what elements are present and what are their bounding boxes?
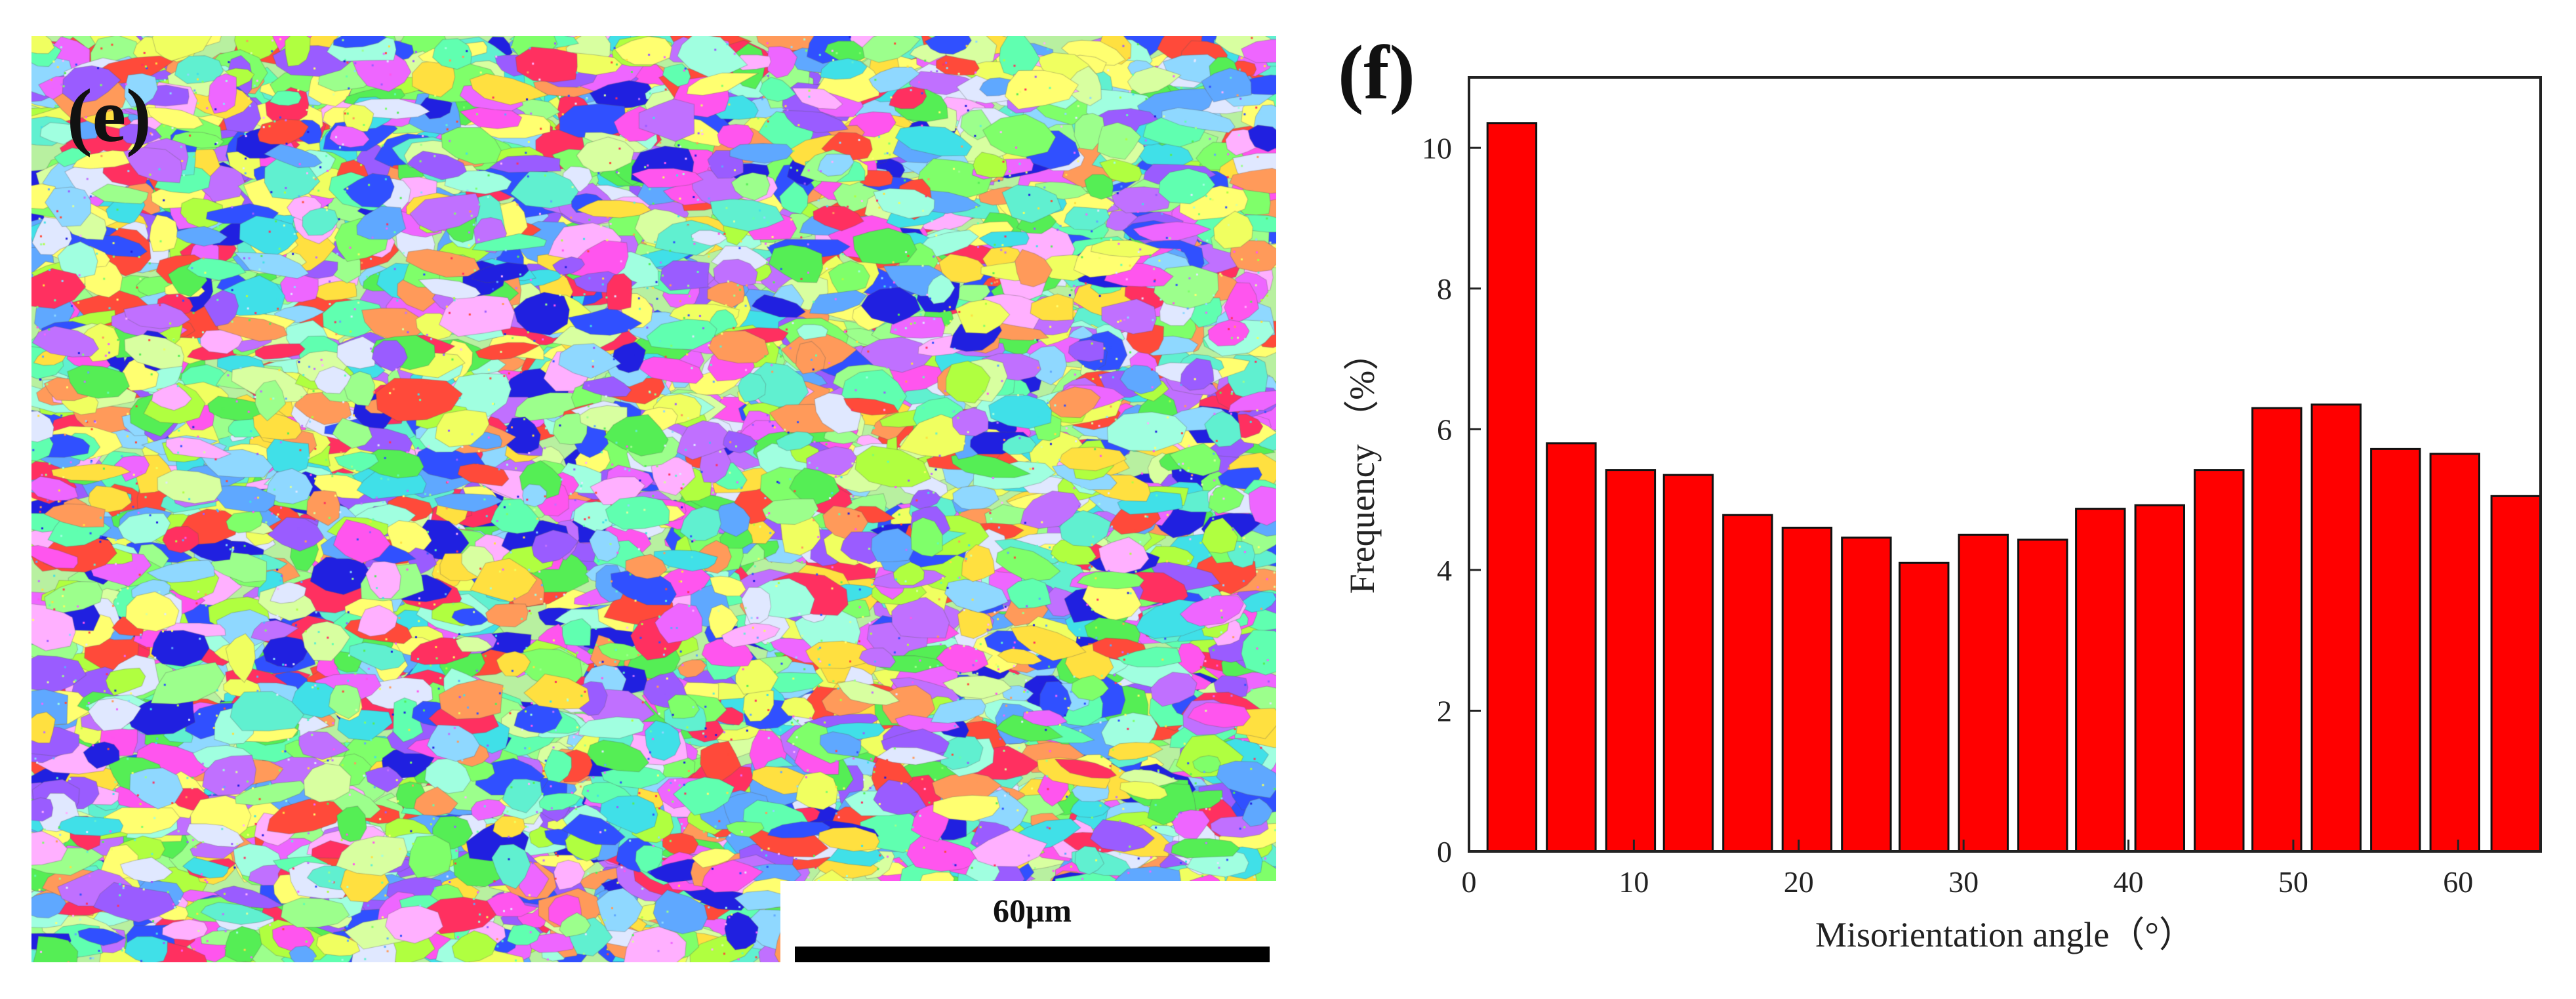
bar-10 [2075,508,2126,853]
x-tick-label-30: 30 [1948,865,1979,899]
bar-14 [2310,403,2362,853]
x-tick-label-50: 50 [2278,865,2308,899]
bar-5 [1781,527,1833,853]
x-axis-title: Misorientation angle（°） [1815,915,2194,954]
plot-frame [1468,76,2542,853]
scale-bar-box: 60μm [780,881,1276,962]
bar-6 [1841,537,1892,853]
bar-1 [1546,442,1597,853]
scale-bar [795,947,1270,962]
x-tick-label-40: 40 [2114,865,2144,899]
panel-label-e: (e) [67,74,151,158]
bar-9 [2017,539,2068,853]
grain-orientation-image [31,36,1276,962]
bar-12 [2194,469,2245,853]
bar-11 [2134,504,2185,853]
bar-0 [1486,122,1538,853]
x-tick-label-60: 60 [2443,865,2473,899]
bar-3 [1662,474,1714,853]
bar-13 [2251,407,2303,853]
y-tick-label-6: 6 [1437,413,1452,446]
bar-17 [2490,495,2541,853]
panel-label-f: (f) [1338,30,1415,115]
x-tick-label-10: 10 [1619,865,1649,899]
misorientation-histogram: (f) 0 10 20 30 40 50 60 0 2 4 6 8 10 Frequency （%） M… [1338,30,2542,954]
bar-15 [2370,447,2421,853]
axis-ticks: 0 10 20 30 40 50 60 0 2 4 6 8 10 [1422,131,2473,899]
bar-16 [2429,453,2480,853]
x-tick-label-0: 0 [1462,865,1477,899]
y-tick-label-10: 10 [1422,131,1452,165]
y-axis-title: Frequency （%） [1342,335,1382,594]
y-tick-label-0: 0 [1437,835,1452,868]
y-tick-label-2: 2 [1437,694,1452,727]
y-tick-label-8: 8 [1437,272,1452,306]
bar-7 [1899,561,1950,853]
bar-4 [1722,514,1773,853]
bar-8 [1958,533,2009,853]
bars [1486,122,2541,853]
ebsd-orientation-map: (e) 60μm [31,36,1276,962]
scale-bar-label: 60μm [993,892,1072,929]
y-tick-label-4: 4 [1437,554,1452,587]
x-tick-label-20: 20 [1784,865,1814,899]
bar-2 [1605,469,1657,853]
